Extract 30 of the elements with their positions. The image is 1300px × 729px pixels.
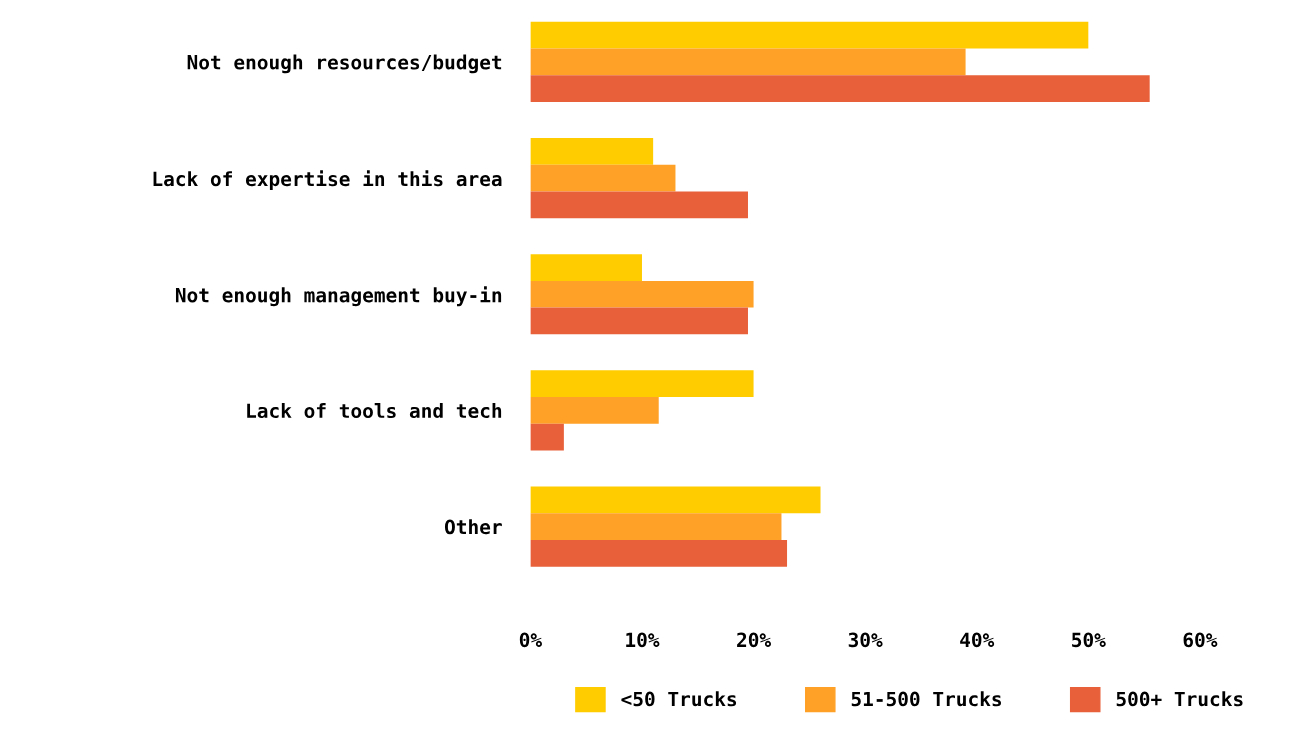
- bar: [530, 191, 748, 219]
- x-tick-label: 20%: [737, 632, 771, 648]
- bar: [530, 513, 782, 540]
- x-tick-label: 30%: [848, 632, 883, 648]
- x-tick-label: 60%: [1183, 632, 1218, 648]
- bar: [530, 423, 564, 451]
- x-tick-label: 10%: [626, 632, 660, 648]
- y-tick-label: Lack of expertise in this area: [153, 170, 502, 191]
- bar: [530, 539, 788, 567]
- bar: [530, 307, 748, 335]
- bar: [530, 75, 1150, 102]
- y-tick-label: Other: [444, 519, 502, 535]
- y-tick-label: Not enough management buy-in: [175, 286, 502, 307]
- x-tick-label: 50%: [1072, 632, 1106, 648]
- bar: [530, 397, 659, 424]
- bar: [530, 254, 642, 281]
- bar: [530, 280, 754, 308]
- bar: [530, 48, 966, 76]
- bar: [530, 486, 821, 514]
- y-tick-label: Not enough resources/budget: [187, 54, 502, 74]
- y-tick-label: Lack of tools and tech: [247, 403, 502, 419]
- bar: [530, 137, 654, 165]
- bar: [530, 164, 676, 192]
- legend-label: <50 Trucks: [621, 691, 737, 707]
- x-tick-label: 0%: [519, 632, 542, 648]
- legend-label: 500+ Trucks: [1116, 691, 1243, 707]
- x-tick-label: 40%: [960, 632, 995, 648]
- bar: [530, 370, 754, 398]
- bar: [530, 21, 1089, 49]
- legend-label: 51-500 Trucks: [851, 691, 1002, 707]
